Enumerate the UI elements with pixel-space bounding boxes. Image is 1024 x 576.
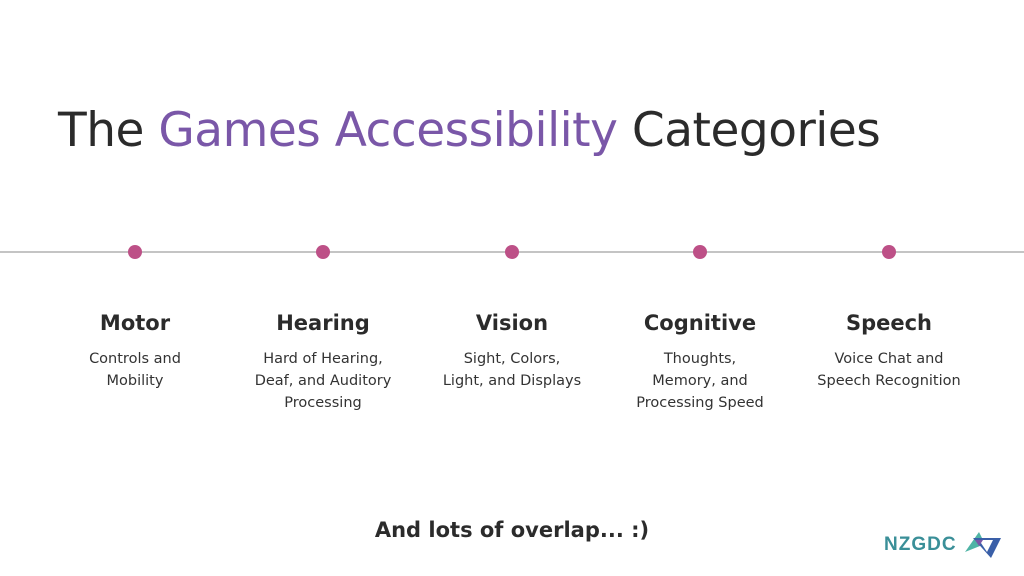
category-description: Thoughts, Memory, and Processing Speed bbox=[605, 348, 795, 414]
timeline-dot bbox=[505, 245, 519, 259]
description-line: Processing Speed bbox=[636, 395, 764, 411]
description-line: Mobility bbox=[106, 373, 164, 389]
description-line: Hard of Hearing, bbox=[263, 351, 383, 367]
footer-text: And lots of overlap... :) bbox=[374, 518, 650, 542]
category-heading: Cognitive bbox=[643, 311, 757, 335]
title-prefix: The bbox=[58, 103, 144, 159]
category-description: Controls and Mobility bbox=[40, 348, 230, 392]
timeline-dot bbox=[128, 245, 142, 259]
nzgdc-logo: NZGDC bbox=[884, 530, 1003, 560]
description-line: Controls and bbox=[89, 351, 181, 367]
timeline-dot bbox=[882, 245, 896, 259]
category-description: Voice Chat and Speech Recognition bbox=[794, 348, 984, 392]
description-line: Speech Recognition bbox=[817, 373, 961, 389]
timeline-dot bbox=[316, 245, 330, 259]
description-line: Voice Chat and bbox=[834, 351, 944, 367]
timeline-dot bbox=[693, 245, 707, 259]
description-line: Light, and Displays bbox=[442, 373, 582, 389]
category-description: Hard of Hearing, Deaf, and Auditory Proces… bbox=[228, 348, 418, 414]
category-hearing: Hearing Hard of Hearing, Deaf, and Auditor… bbox=[228, 308, 418, 414]
category-cognitive: Cognitive Thoughts, Memory, and Processing … bbox=[605, 308, 795, 414]
category-speech: Speech Voice Chat and Speech Recognition bbox=[794, 308, 984, 392]
slide-title: The Games Accessibility Categories bbox=[58, 103, 881, 159]
title-accent: Games Accessibility bbox=[158, 103, 618, 159]
category-heading: Hearing bbox=[276, 311, 370, 335]
category-motor: Motor Controls and Mobility bbox=[40, 308, 230, 392]
logo-text: NZGDC bbox=[884, 534, 957, 555]
triangle-logo-icon bbox=[964, 532, 1001, 558]
description-line: Deaf, and Auditory bbox=[254, 373, 392, 389]
description-line: Processing bbox=[284, 395, 362, 411]
description-line: Memory, and bbox=[652, 373, 748, 389]
title-suffix: Categories bbox=[631, 103, 881, 159]
category-description: Sight, Colors, Light, and Displays bbox=[417, 348, 607, 392]
category-vision: Vision Sight, Colors, Light, and Displays bbox=[417, 308, 607, 392]
category-heading: Vision bbox=[475, 311, 549, 335]
category-heading: Motor bbox=[99, 311, 171, 335]
description-line: Sight, Colors, bbox=[463, 351, 561, 367]
category-heading: Speech bbox=[845, 311, 933, 335]
description-line: Thoughts, bbox=[663, 351, 737, 367]
